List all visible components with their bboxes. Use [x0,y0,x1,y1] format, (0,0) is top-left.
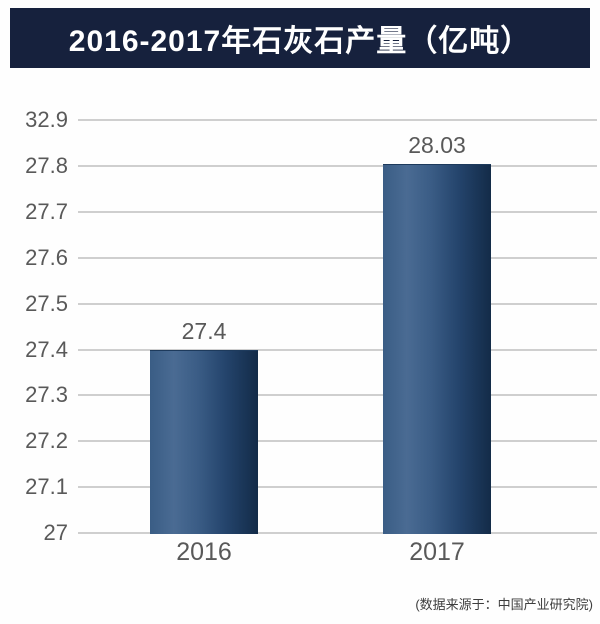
x-axis-category-label: 2017 [409,538,465,566]
y-axis-tick-label: 27.1 [25,474,68,500]
gridline-27.2 [78,440,597,443]
bar-value-label: 28.03 [408,131,466,158]
page-title: 2016-2017年石灰石产量（亿吨） [68,25,532,58]
y-axis-tick-label: 27.8 [25,152,68,178]
y-axis-tick-label: 27 [43,520,68,546]
bar-2017 [383,163,491,534]
y-axis-tick-label: 27.7 [25,198,68,224]
gridline-27.7 [78,210,597,213]
source-note: (数据来源于：中国产业研究院) [415,597,593,612]
y-axis-tick-label: 27.6 [25,244,68,270]
bar-value-label: 27.4 [181,317,227,344]
y-axis-tick-label: 27.4 [25,336,68,362]
gridline-27.8 [78,164,597,167]
gridline-27.3 [78,394,597,397]
y-axis-tick-label: 27.3 [25,382,68,408]
gridline-27 [78,532,597,535]
gridline-27.5 [78,302,597,305]
gridline-32.9 [78,119,597,121]
title-banner: 2016-2017年石灰石产量（亿吨） [10,8,590,68]
y-axis-tick-label: 27.2 [25,428,68,454]
bar-2016 [150,349,258,534]
gridline-27.4 [78,348,597,351]
gridline-27.1 [78,486,597,489]
y-axis-tick-label: 27.5 [25,290,68,316]
y-axis-tick-label: 32.9 [25,107,68,132]
gridline-27.6 [78,256,597,259]
x-axis-category-label: 2016 [176,538,232,566]
